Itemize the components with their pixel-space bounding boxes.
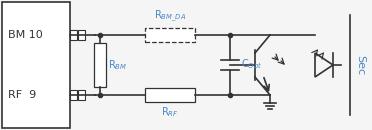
Text: Sec: Sec: [355, 55, 365, 75]
FancyBboxPatch shape: [78, 30, 85, 40]
Text: C$_{Opt}$: C$_{Opt}$: [241, 58, 263, 72]
Text: R$_{BM\_DA}$: R$_{BM\_DA}$: [154, 9, 186, 24]
Text: BM 10: BM 10: [8, 30, 43, 40]
FancyBboxPatch shape: [70, 90, 77, 100]
Text: R$_{BM}$: R$_{BM}$: [108, 58, 127, 72]
FancyBboxPatch shape: [145, 28, 195, 42]
Text: RF  9: RF 9: [8, 90, 36, 100]
FancyBboxPatch shape: [78, 90, 85, 100]
FancyBboxPatch shape: [94, 43, 106, 87]
Text: R$_{RF}$: R$_{RF}$: [161, 105, 179, 119]
FancyBboxPatch shape: [2, 2, 70, 128]
FancyBboxPatch shape: [145, 88, 195, 102]
FancyBboxPatch shape: [70, 30, 77, 40]
